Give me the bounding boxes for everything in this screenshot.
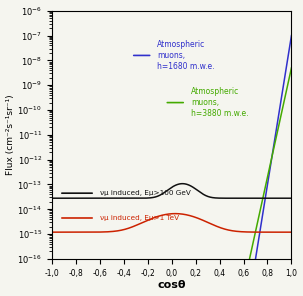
Text: νμ induced, Eμ>1 TeV: νμ induced, Eμ>1 TeV — [100, 215, 179, 221]
X-axis label: cosθ: cosθ — [157, 280, 186, 290]
Y-axis label: Flux (cm⁻²s⁻¹sr⁻¹): Flux (cm⁻²s⁻¹sr⁻¹) — [5, 94, 15, 175]
Text: Atmospheric
muons,
h=1680 m.w.e.: Atmospheric muons, h=1680 m.w.e. — [157, 40, 215, 71]
Text: Atmospheric
muons,
h=3880 m.w.e.: Atmospheric muons, h=3880 m.w.e. — [191, 87, 248, 118]
Text: νμ induced, Eμ>100 GeV: νμ induced, Eμ>100 GeV — [100, 190, 191, 196]
